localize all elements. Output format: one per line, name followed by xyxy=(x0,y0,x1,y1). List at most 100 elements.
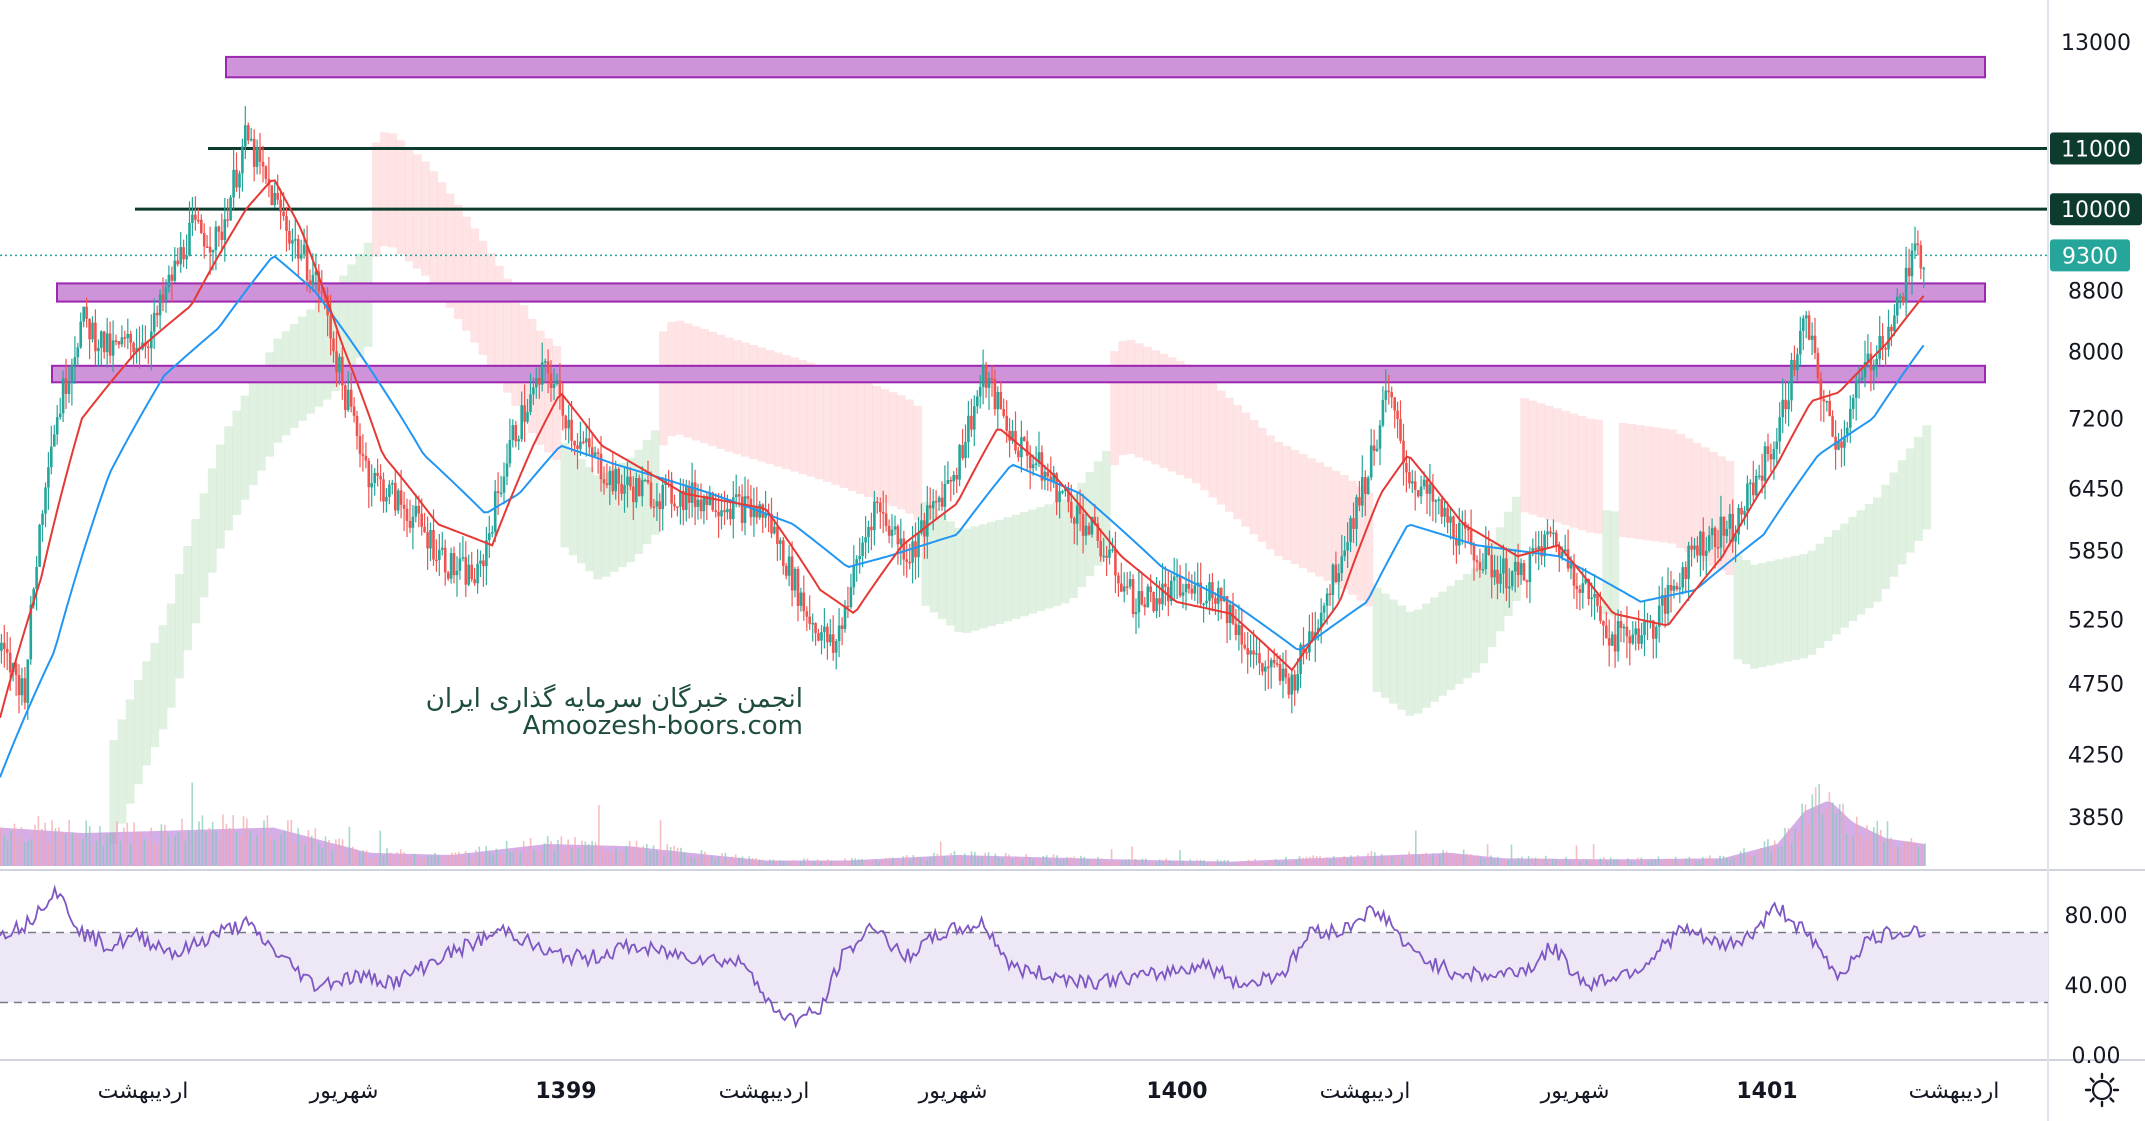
volume-bar xyxy=(1350,855,1352,866)
candle xyxy=(1890,324,1893,347)
rsi-axis[interactable]: 80.00 40.00 0.00 xyxy=(2065,904,2128,1069)
candle xyxy=(1269,657,1273,689)
price-axis[interactable]: 13000 8800 8000 7200 6450 5850 5250 4750 4250 385… xyxy=(2050,31,2142,831)
candle xyxy=(349,372,353,413)
volume-bar xyxy=(1360,859,1362,866)
last-price-badge xyxy=(2050,239,2130,272)
price-tick-label: 6450 xyxy=(2068,478,2124,503)
cloud-segment xyxy=(1175,360,1185,475)
volume-bar xyxy=(499,854,501,866)
volume-bar xyxy=(574,837,576,866)
candle xyxy=(708,485,712,506)
candle xyxy=(1840,428,1843,468)
cloud-segment xyxy=(380,132,389,247)
volume-bar xyxy=(752,858,754,866)
volume-bar xyxy=(1384,857,1386,866)
candle xyxy=(1899,293,1902,309)
candle xyxy=(676,506,679,517)
cloud-segment xyxy=(1528,400,1538,515)
cloud-segment xyxy=(1627,424,1636,539)
candle xyxy=(1190,574,1194,600)
cloud-segment xyxy=(978,524,988,629)
volume-bar xyxy=(512,851,515,866)
volume-bar xyxy=(1623,861,1626,866)
candle xyxy=(1193,571,1197,602)
candle xyxy=(255,139,259,175)
volume-bar xyxy=(745,860,747,866)
candle xyxy=(23,667,27,710)
zone-rect[interactable] xyxy=(225,55,1986,79)
candle xyxy=(1752,460,1755,502)
candle xyxy=(299,239,303,261)
zone-rect[interactable] xyxy=(56,282,1986,303)
cloud-segment xyxy=(494,265,504,380)
volume-bar xyxy=(782,861,785,866)
volume-bar xyxy=(1274,859,1277,866)
cloud-segment xyxy=(1709,451,1718,566)
volume-bar xyxy=(1080,855,1082,866)
volume-bar xyxy=(1018,857,1021,866)
volume-bar xyxy=(1469,854,1472,866)
candle xyxy=(558,363,562,410)
settings-gear-icon[interactable] xyxy=(2084,1072,2120,1108)
candle xyxy=(1234,609,1238,641)
volume-bar xyxy=(799,860,802,866)
volume-bar xyxy=(1773,840,1776,866)
candle xyxy=(64,358,68,409)
volume-bar xyxy=(1493,858,1496,866)
time-tick-label: 1399 xyxy=(535,1079,596,1104)
cloud-segment xyxy=(462,216,471,331)
time-axis[interactable]: اردیبهشت شهریور 1399 اردیبهشت شهریور 1400 اردی… xyxy=(98,1079,2000,1104)
cloud-segment xyxy=(232,410,242,515)
candle xyxy=(1178,565,1182,598)
cloud-segment xyxy=(995,519,1005,624)
candle xyxy=(355,410,359,450)
candle xyxy=(1425,478,1429,515)
cloud-segment xyxy=(732,340,742,455)
volume-bar xyxy=(649,850,651,866)
candle xyxy=(1258,638,1261,675)
cloud-segment xyxy=(691,326,701,441)
volume-bar xyxy=(205,831,207,866)
candle xyxy=(602,466,606,495)
cloud-segment xyxy=(1093,461,1103,566)
candle xyxy=(614,460,617,500)
volume-bar xyxy=(1743,848,1745,866)
volume-bar xyxy=(372,858,375,866)
volume-bar xyxy=(1251,861,1253,866)
candle xyxy=(520,391,523,442)
candle xyxy=(1737,504,1740,545)
candle xyxy=(414,493,418,523)
volume-bar xyxy=(1329,859,1332,866)
candle xyxy=(1246,631,1249,674)
candle xyxy=(1713,526,1717,569)
candle xyxy=(1784,380,1787,424)
candle xyxy=(846,586,850,619)
candle xyxy=(1120,562,1123,593)
candle xyxy=(73,336,77,384)
candle xyxy=(335,331,338,387)
cloud-segment xyxy=(896,395,906,510)
candle xyxy=(1390,386,1393,409)
volume-bar xyxy=(687,856,689,866)
volume-bar xyxy=(129,843,132,866)
cloud-segment xyxy=(158,625,168,730)
candle xyxy=(1707,525,1711,553)
candle xyxy=(1802,315,1805,351)
candle xyxy=(652,498,656,518)
cloud-segment xyxy=(1512,496,1521,601)
candle xyxy=(194,196,197,231)
cloud-segment xyxy=(445,193,455,308)
volume-bar xyxy=(1240,860,1243,866)
volume-bar xyxy=(1910,837,1913,866)
volume-bar xyxy=(875,859,877,866)
volume-bar xyxy=(1391,857,1393,866)
volume-bar xyxy=(789,860,792,866)
candle xyxy=(50,425,53,475)
candle xyxy=(908,543,911,570)
volume-bar xyxy=(1302,857,1304,866)
level-badge xyxy=(2050,132,2142,165)
cloud-segment xyxy=(1668,429,1677,544)
volume-bar xyxy=(1633,861,1636,866)
volume-bar xyxy=(1572,860,1574,866)
